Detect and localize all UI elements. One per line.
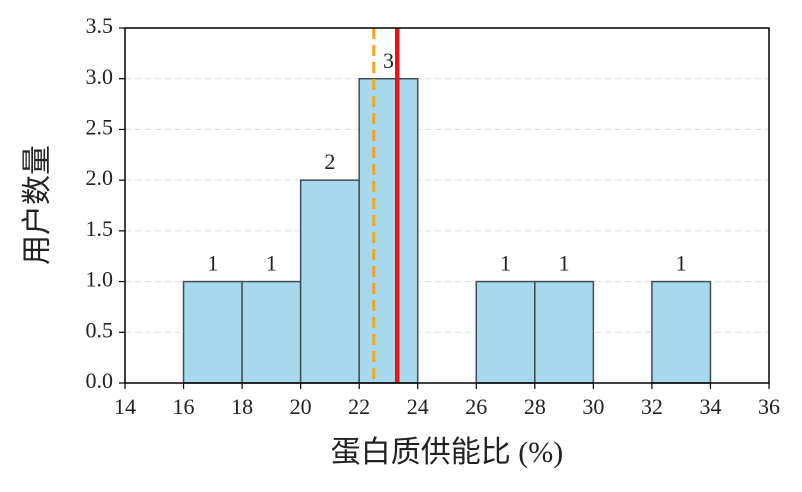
- y-tick-label: 2.5: [86, 114, 114, 139]
- bar: [182, 280, 243, 384]
- y-tick-label: 3.5: [86, 13, 114, 38]
- bar: [241, 280, 302, 384]
- bar: [358, 77, 419, 384]
- x-axis-label: 蛋白质供能比 (%): [331, 436, 563, 469]
- x-tick-label: 20: [290, 394, 312, 419]
- y-tick-label: 0.5: [86, 317, 114, 342]
- y-tick-label: 1.0: [86, 267, 114, 292]
- data-label: 1: [207, 251, 218, 276]
- x-tick-label: 32: [641, 394, 663, 419]
- x-tick-label: 36: [758, 394, 780, 419]
- y-tick-label: 3.0: [86, 64, 114, 89]
- y-tick-label: 2.0: [86, 165, 114, 190]
- x-tick-label: 14: [114, 394, 136, 419]
- y-axis-label: 用户数量: [21, 145, 54, 265]
- data-label: 2: [324, 149, 335, 174]
- y-tick-label: 1.5: [86, 216, 114, 241]
- plot-frame: [124, 27, 770, 384]
- x-tick-label: 34: [699, 394, 721, 419]
- bar: [534, 280, 595, 384]
- x-tick-label: 30: [582, 394, 604, 419]
- x-tick-label: 16: [173, 394, 195, 419]
- data-label: 1: [676, 251, 687, 276]
- x-tick-label: 24: [407, 394, 429, 419]
- bar: [651, 280, 712, 384]
- bar: [299, 179, 360, 384]
- bar: [475, 280, 536, 384]
- x-tick-label: 22: [348, 394, 370, 419]
- data-label: 1: [559, 251, 570, 276]
- data-label: 3: [383, 48, 394, 73]
- y-tick-label: 0.0: [86, 368, 114, 393]
- x-tick-label: 18: [231, 394, 253, 419]
- data-label: 1: [500, 251, 511, 276]
- x-tick-label: 26: [465, 394, 487, 419]
- data-label: 1: [266, 251, 277, 276]
- x-tick-label: 28: [524, 394, 546, 419]
